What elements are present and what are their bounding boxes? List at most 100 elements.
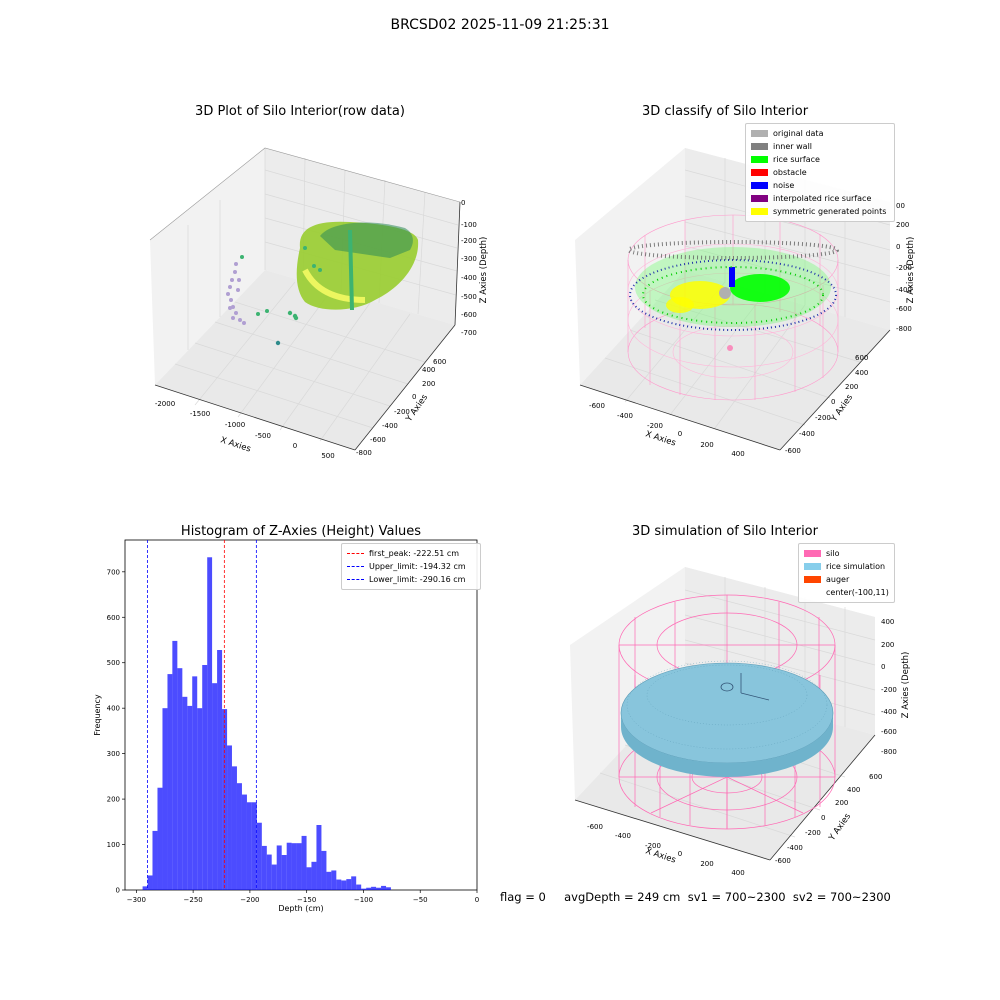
x-tick-labels: -600 -400 -200 0 200 400 — [589, 402, 745, 458]
histogram-bar — [167, 674, 173, 890]
svg-text:200: 200 — [896, 221, 909, 229]
classify-legend: original data inner wall rice surface ob… — [745, 123, 895, 222]
svg-text:0: 0 — [412, 393, 416, 401]
svg-text:-600: -600 — [589, 402, 605, 410]
legend-item: Lower_limit: -290.16 cm — [347, 573, 475, 586]
svg-text:200: 200 — [700, 441, 713, 449]
svg-text:-400: -400 — [461, 274, 477, 282]
svg-text:-700: -700 — [461, 329, 477, 337]
y-tick-label: 200 — [107, 796, 120, 804]
x-tick-label: −150 — [297, 896, 316, 904]
legend-item: noise — [751, 179, 889, 192]
svg-text:-800: -800 — [881, 748, 897, 756]
reference-lines — [147, 540, 257, 890]
svg-text:-200: -200 — [647, 422, 663, 430]
histogram-bar — [261, 845, 267, 890]
legend-item: Upper_limit: -194.32 cm — [347, 560, 475, 573]
y-tick-label: 700 — [107, 568, 120, 576]
y-tick-label: 0 — [116, 887, 120, 895]
y-tick-labels: -600 -400 -200 0 200 400 600 — [785, 354, 868, 455]
histogram-bar — [291, 843, 297, 890]
svg-text:-500: -500 — [255, 432, 271, 440]
svg-text:400: 400 — [731, 869, 744, 877]
svg-text:400: 400 — [881, 618, 894, 626]
legend-item: auger — [804, 573, 889, 586]
x-tick-label: −100 — [354, 896, 373, 904]
svg-text:500: 500 — [321, 452, 334, 460]
svg-text:200: 200 — [881, 641, 894, 649]
histogram-bar — [222, 709, 228, 890]
y-axis-label: Frequency — [93, 694, 102, 736]
svg-text:0: 0 — [678, 430, 682, 438]
silo-wireframe — [627, 214, 839, 401]
svg-text:0: 0 — [881, 663, 885, 671]
histogram-bar — [326, 871, 332, 890]
svg-text:-400: -400 — [617, 412, 633, 420]
svg-text:-300: -300 — [461, 255, 477, 263]
svg-text:-200: -200 — [461, 237, 477, 245]
legend-item: symmetric generated points — [751, 205, 889, 218]
histogram-bar — [301, 835, 307, 890]
histogram-bar — [321, 850, 327, 890]
x-ticks: −300 −250 −200 −150 −100 −50 0 — [127, 890, 479, 904]
histogram-bar — [331, 870, 337, 890]
rice-surface — [620, 660, 834, 777]
y-tick-label: 400 — [107, 705, 120, 713]
svg-text:200: 200 — [700, 860, 713, 868]
raw-data-3d-plot: -2000 -1500 -1000 -500 0 500 X Axies -80… — [149, 147, 489, 460]
x-axis-label: Depth (cm) — [278, 904, 323, 913]
svg-text:-400: -400 — [799, 430, 815, 438]
svg-text:-200: -200 — [881, 686, 897, 694]
classified-points — [627, 240, 839, 351]
legend-item: interpolated rice surface — [751, 192, 889, 205]
svg-text:-400: -400 — [615, 832, 631, 840]
svg-text:400: 400 — [422, 366, 435, 374]
svg-text:-2000: -2000 — [155, 400, 175, 408]
histogram-bar — [212, 683, 218, 890]
y-tick-label: 600 — [107, 614, 120, 622]
simulation-3d-plot: -600 -400 -200 0 200 400 X Axies -600 -4… — [570, 567, 911, 877]
panel2-title: 3D classify of Silo Interior — [641, 104, 809, 119]
panel1-title: 3D Plot of Silo Interior(row data) — [195, 104, 405, 119]
histogram-bar — [346, 879, 352, 890]
svg-text:-400: -400 — [896, 286, 912, 294]
svg-text:-200: -200 — [394, 408, 410, 416]
svg-text:-600: -600 — [461, 311, 477, 319]
histogram-bar — [157, 787, 163, 890]
svg-text:400: 400 — [855, 369, 868, 377]
svg-text:-1000: -1000 — [225, 421, 245, 429]
histogram-chart: −300 −250 −200 −150 −100 −50 0 0 100 200 300 400 50… — [93, 539, 479, 913]
histogram-bar — [336, 879, 342, 890]
z-tick-labels: 400 200 0 -200 -400 -600 -800 — [881, 618, 897, 756]
svg-text:600: 600 — [855, 354, 868, 362]
svg-text:0: 0 — [293, 442, 297, 450]
histogram-bar — [217, 650, 223, 890]
svg-text:600: 600 — [433, 358, 446, 366]
svg-text:-800: -800 — [356, 449, 372, 457]
histogram-bar — [386, 887, 391, 890]
histogram-bar — [227, 745, 232, 890]
x-tick-label: −50 — [413, 896, 428, 904]
y-tick-label: 500 — [107, 659, 120, 667]
x-tick-label: −300 — [127, 896, 146, 904]
figure-title: BRCSD02 2025-11-09 21:25:31 — [390, 17, 610, 33]
svg-text:0: 0 — [831, 398, 835, 406]
z-axis-label: Z Axies (Depth) — [906, 237, 916, 304]
histogram-title: Histogram of Z-Axies (Height) Values — [180, 524, 422, 539]
histogram-bar — [351, 876, 357, 890]
svg-text:00: 00 — [896, 202, 905, 210]
histogram-bar — [231, 766, 237, 890]
histogram-bar — [182, 696, 188, 890]
histogram-bar — [366, 887, 372, 890]
histogram-bar — [281, 855, 287, 890]
svg-text:-600: -600 — [775, 857, 791, 865]
x-axis-label: X Axies — [219, 435, 252, 454]
simulation-legend: silo rice simulation auger center(-100,1… — [798, 543, 895, 603]
legend-item: original data — [751, 127, 889, 140]
legend-item: obstacle — [751, 166, 889, 179]
z-axis-label: Z Axies (Depth) — [901, 652, 911, 719]
histogram-bar — [381, 885, 387, 890]
legend-item: inner wall — [751, 140, 889, 153]
svg-text:600: 600 — [869, 773, 882, 781]
legend-item: center(-100,11) — [826, 588, 889, 597]
